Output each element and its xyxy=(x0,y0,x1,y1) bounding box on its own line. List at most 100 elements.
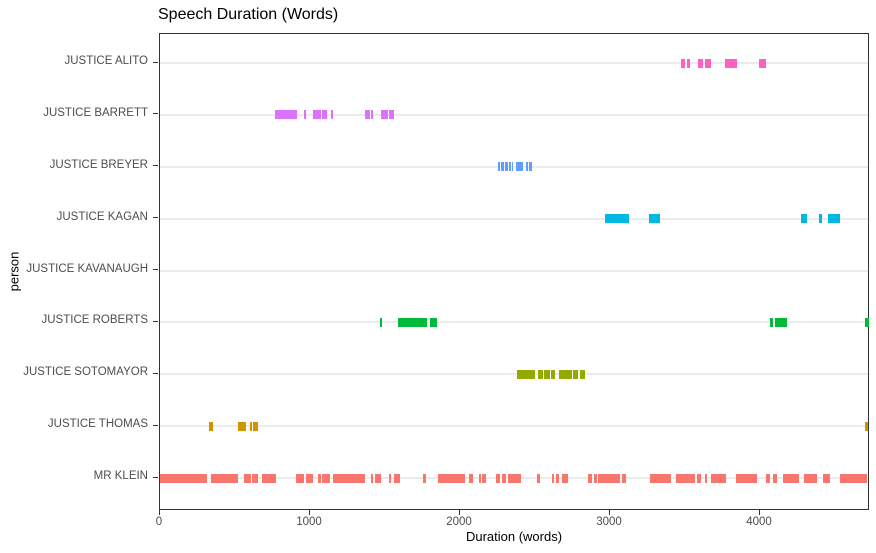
segment-justice-alito-2 xyxy=(698,58,704,68)
x-axis-title: Duration (words) xyxy=(465,529,563,544)
segment-justice-barrett-5 xyxy=(365,110,370,120)
gridline-justice-kagan xyxy=(160,217,868,220)
segment-justice-roberts-1 xyxy=(398,317,427,327)
segment-justice-sotomayor-2 xyxy=(544,369,551,379)
segment-justice-sotomayor-4 xyxy=(559,369,573,379)
y-tick-label-justice-breyer: JUSTICE BREYER xyxy=(49,158,148,171)
y-tick-mark-justice-thomas xyxy=(153,424,158,426)
segment-justice-breyer-6 xyxy=(526,162,528,172)
y-tick-label-justice-kavanaugh: JUSTICE KAVANAUGH xyxy=(26,262,148,275)
y-tick-mark-mr-klein xyxy=(153,476,158,478)
segment-justice-thomas-3 xyxy=(253,421,258,431)
x-tick-mark-0 xyxy=(158,510,160,515)
segment-justice-breyer-3 xyxy=(508,162,511,172)
segment-justice-sotomayor-0 xyxy=(517,369,536,379)
y-tick-mark-justice-kagan xyxy=(153,217,158,219)
segment-mr-klein-31 xyxy=(676,473,695,483)
segment-justice-alito-3 xyxy=(704,58,711,68)
segment-justice-alito-5 xyxy=(758,58,767,68)
y-tick-label-justice-roberts: JUSTICE ROBERTS xyxy=(41,314,149,327)
segment-justice-breyer-1 xyxy=(500,162,505,172)
x-tick-label-1000: 1000 xyxy=(296,516,322,528)
segment-mr-klein-14 xyxy=(422,473,426,483)
segment-mr-klein-26 xyxy=(587,473,593,483)
segment-justice-sotomayor-6 xyxy=(580,369,585,379)
segment-mr-klein-39 xyxy=(803,473,818,483)
y-tick-label-mr-klein: MR KLEIN xyxy=(93,470,148,482)
segment-justice-thomas-1 xyxy=(238,421,246,431)
segment-justice-alito-1 xyxy=(686,58,690,68)
y-tick-label-justice-sotomayor: JUSTICE SOTOMAYOR xyxy=(23,366,148,379)
x-tick-mark-4000 xyxy=(758,510,760,515)
segment-mr-klein-38 xyxy=(782,473,800,483)
gridline-justice-roberts xyxy=(160,321,868,324)
segment-justice-roberts-5 xyxy=(865,317,870,327)
segment-mr-klein-33 xyxy=(704,473,708,483)
segment-mr-klein-29 xyxy=(622,473,627,483)
x-tick-label-3000: 3000 xyxy=(596,516,622,528)
segment-mr-klein-20 xyxy=(502,473,507,483)
segment-mr-klein-11 xyxy=(374,473,381,483)
segment-mr-klein-1 xyxy=(211,473,238,483)
segment-mr-klein-8 xyxy=(322,473,330,483)
segment-justice-sotomayor-3 xyxy=(551,369,555,379)
segment-justice-barrett-4 xyxy=(331,110,333,120)
y-tick-mark-justice-kavanaugh xyxy=(153,269,158,270)
segment-justice-sotomayor-5 xyxy=(572,369,579,379)
segment-justice-alito-4 xyxy=(725,58,738,68)
segment-mr-klein-25 xyxy=(562,473,569,483)
y-tick-mark-justice-sotomayor xyxy=(153,372,158,374)
y-tick-mark-justice-roberts xyxy=(153,320,158,322)
segment-justice-kagan-0 xyxy=(605,214,630,224)
segment-justice-breyer-5 xyxy=(515,162,524,172)
segment-mr-klein-16 xyxy=(469,473,474,483)
segment-mr-klein-22 xyxy=(536,473,540,483)
segment-justice-thomas-2 xyxy=(250,421,252,431)
y-tick-mark-justice-breyer xyxy=(153,165,158,167)
segment-justice-breyer-7 xyxy=(528,162,533,172)
plot-panel xyxy=(159,33,870,510)
segment-justice-alito-0 xyxy=(680,58,686,68)
segment-mr-klein-6 xyxy=(305,473,313,483)
y-tick-mark-justice-barrett xyxy=(153,113,158,115)
x-tick-mark-1000 xyxy=(308,510,310,515)
segment-mr-klein-7 xyxy=(317,473,321,483)
segment-justice-breyer-2 xyxy=(504,162,508,172)
gridline-justice-breyer xyxy=(160,165,868,168)
segment-mr-klein-17 xyxy=(479,473,481,483)
segment-mr-klein-30 xyxy=(650,473,672,483)
segment-justice-sotomayor-1 xyxy=(538,369,543,379)
segment-mr-klein-12 xyxy=(389,473,391,483)
segment-justice-kagan-1 xyxy=(649,214,660,224)
segment-justice-roberts-4 xyxy=(775,317,788,327)
segment-justice-kagan-2 xyxy=(800,214,807,224)
segment-mr-klein-3 xyxy=(251,473,258,483)
segment-mr-klein-41 xyxy=(839,473,867,483)
segment-mr-klein-27 xyxy=(593,473,597,483)
x-tick-mark-3000 xyxy=(608,510,610,515)
y-tick-label-justice-barrett: JUSTICE BARRETT xyxy=(43,106,148,119)
y-tick-label-justice-alito: JUSTICE ALITO xyxy=(64,55,148,67)
segment-mr-klein-13 xyxy=(394,473,401,483)
segment-mr-klein-9 xyxy=(332,473,366,483)
gridline-justice-alito xyxy=(160,62,868,64)
segment-justice-barrett-8 xyxy=(389,110,394,120)
segment-justice-kagan-3 xyxy=(818,214,822,224)
gridline-justice-kavanaugh xyxy=(160,269,868,272)
segment-justice-thomas-4 xyxy=(865,421,869,431)
segment-justice-roberts-0 xyxy=(380,317,382,327)
segment-mr-klein-40 xyxy=(823,473,831,483)
segment-mr-klein-18 xyxy=(482,473,486,483)
segment-mr-klein-0 xyxy=(160,473,207,483)
segment-mr-klein-32 xyxy=(697,473,702,483)
segment-mr-klein-15 xyxy=(437,473,465,483)
segment-mr-klein-4 xyxy=(262,473,276,483)
segment-justice-barrett-7 xyxy=(380,110,388,120)
segment-justice-barrett-6 xyxy=(371,110,373,120)
segment-mr-klein-21 xyxy=(508,473,522,483)
segment-mr-klein-28 xyxy=(598,473,621,483)
segment-justice-roberts-2 xyxy=(430,317,438,327)
segment-mr-klein-24 xyxy=(556,473,560,483)
segment-mr-klein-36 xyxy=(766,473,771,483)
